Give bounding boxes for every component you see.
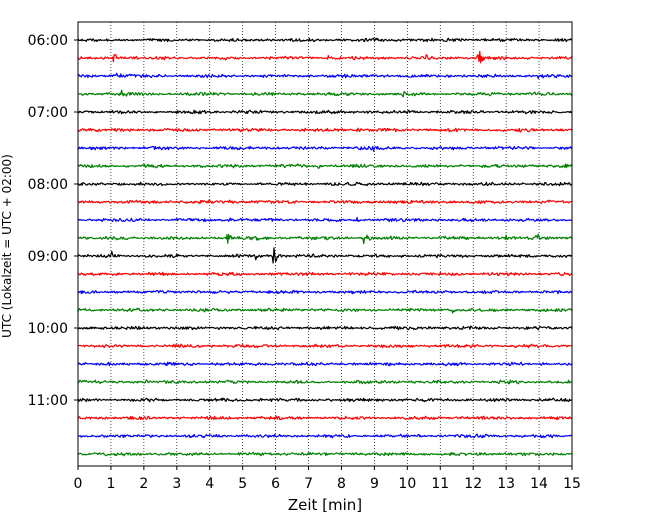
trace-line xyxy=(77,50,573,64)
x-axis-ticks: 0 1 2 3 4 5 6 7 8 9 10 11 12 13 14 15 xyxy=(74,466,581,492)
x-axis-label: Zeit [min] xyxy=(288,496,362,514)
trace-line xyxy=(77,289,573,295)
trace-line xyxy=(77,415,573,421)
y-tick-label: 06:00 xyxy=(28,33,68,49)
y-tick-label: 08:00 xyxy=(28,177,68,193)
trace-line xyxy=(77,451,573,457)
trace-line xyxy=(77,271,573,277)
trace-line xyxy=(77,37,573,43)
x-tick-label: 5 xyxy=(238,476,247,492)
trace-line xyxy=(77,307,573,314)
x-tick-label: 9 xyxy=(370,476,379,492)
x-tick-label: 4 xyxy=(205,476,214,492)
vertical-gridlines xyxy=(110,22,540,466)
trace-line xyxy=(77,379,573,385)
trace-line xyxy=(77,127,573,133)
x-tick-label: 0 xyxy=(74,476,83,492)
trace-line xyxy=(77,361,573,367)
x-tick-label: 6 xyxy=(271,476,280,492)
trace-line xyxy=(77,109,573,115)
x-tick-label: 10 xyxy=(398,476,416,492)
x-tick-label: 1 xyxy=(106,476,115,492)
y-axis-ticks: 06:00 07:00 08:00 09:00 10:00 11:00 xyxy=(28,33,78,409)
trace-line xyxy=(77,89,573,98)
trace-line xyxy=(77,145,573,152)
trace-line xyxy=(77,199,573,205)
trace-line xyxy=(77,325,573,331)
x-tick-label: 8 xyxy=(337,476,346,492)
trace-line xyxy=(77,247,573,264)
trace-line xyxy=(77,216,573,223)
x-tick-label: 7 xyxy=(304,476,313,492)
x-tick-label: 11 xyxy=(431,476,449,492)
x-tick-label: 12 xyxy=(464,476,482,492)
trace-line xyxy=(77,397,573,403)
y-tick-label: 11:00 xyxy=(28,393,68,409)
seismic-traces xyxy=(77,37,573,457)
trace-line xyxy=(77,181,573,187)
x-tick-label: 13 xyxy=(497,476,515,492)
y-axis-label: UTC (Lokalzeit = UTC + 02:00) xyxy=(0,154,14,338)
y-tick-label: 07:00 xyxy=(28,105,68,121)
y-tick-label: 09:00 xyxy=(28,249,68,265)
trace-line xyxy=(77,72,573,80)
x-tick-label: 15 xyxy=(563,476,581,492)
plot-frame xyxy=(77,21,573,467)
x-tick-label: 14 xyxy=(530,476,548,492)
trace-line xyxy=(77,433,573,439)
x-tick-label: 3 xyxy=(172,476,181,492)
trace-line xyxy=(77,163,573,169)
y-tick-label: 10:00 xyxy=(28,321,68,337)
trace-line xyxy=(77,233,573,245)
trace-line xyxy=(77,343,573,349)
x-tick-label: 2 xyxy=(139,476,148,492)
